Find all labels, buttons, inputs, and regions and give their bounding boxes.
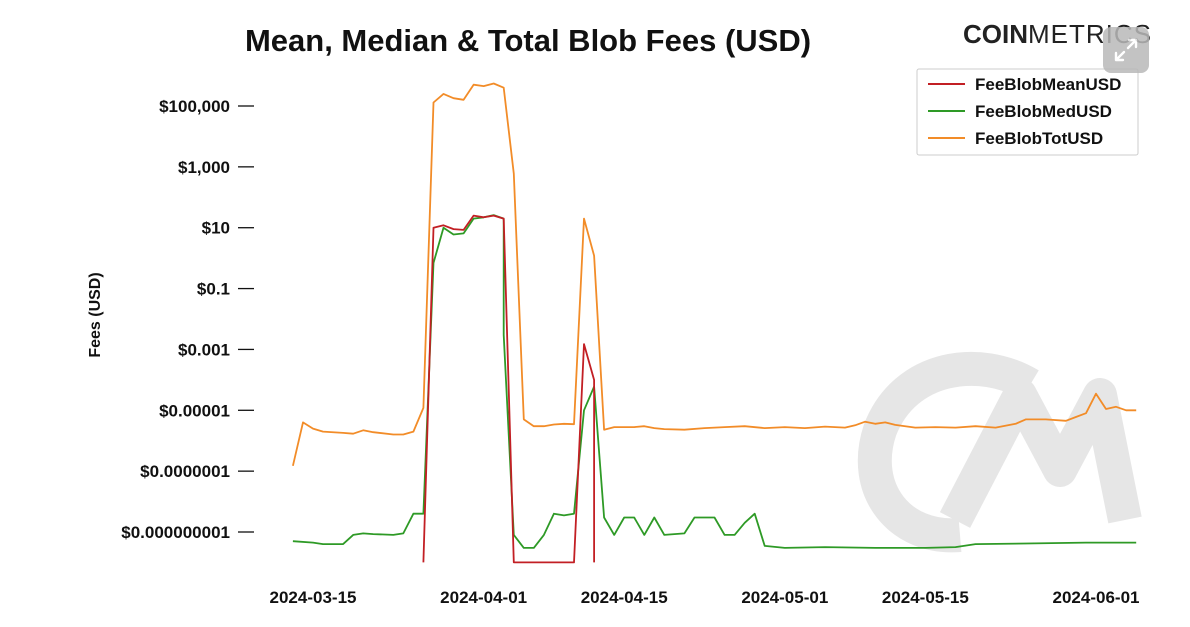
x-tick-label: 2024-04-15 bbox=[581, 588, 668, 607]
y-tick-label: $10 bbox=[202, 219, 230, 238]
legend-label-mean: FeeBlobMeanUSD bbox=[975, 75, 1121, 94]
legend-label-median: FeeBlobMedUSD bbox=[975, 102, 1112, 121]
y-tick-label: $1,000 bbox=[178, 158, 230, 177]
legend: FeeBlobMeanUSD FeeBlobMedUSD FeeBlobTotU… bbox=[916, 68, 1139, 156]
x-tick-label: 2024-05-01 bbox=[741, 588, 828, 607]
cm-watermark-logo bbox=[857, 351, 1142, 553]
y-axis: $100,000 $1,000 $10 $0.1 $0.001 $0.00001 $0.00… bbox=[121, 97, 254, 542]
logo-text-bold: COIN bbox=[963, 19, 1028, 49]
legend-label-total: FeeBlobTotUSD bbox=[975, 129, 1103, 148]
y-tick-label: $0.1 bbox=[197, 280, 230, 299]
x-tick-label: 2024-05-15 bbox=[882, 588, 969, 607]
plot-area bbox=[292, 82, 1137, 564]
chart-title: Mean, Median & Total Blob Fees (USD) bbox=[245, 23, 811, 58]
x-tick-label: 2024-04-01 bbox=[440, 588, 527, 607]
series-line-FeeBlobMeanUSD bbox=[422, 214, 595, 564]
expand-button[interactable] bbox=[1103, 27, 1149, 73]
x-tick-label: 2024-03-15 bbox=[270, 588, 357, 607]
y-tick-label: $0.00001 bbox=[159, 401, 230, 420]
expand-arrows-icon bbox=[1114, 38, 1138, 62]
y-tick-label: $0.001 bbox=[178, 340, 230, 359]
series-line-FeeBlobTotUSD bbox=[292, 82, 1137, 467]
y-axis-label: Fees (USD) bbox=[87, 272, 104, 357]
y-tick-label: $0.0000001 bbox=[140, 462, 230, 481]
x-tick-label: 2024-06-01 bbox=[1053, 588, 1140, 607]
y-tick-label: $0.000000001 bbox=[121, 523, 230, 542]
y-tick-label: $100,000 bbox=[159, 97, 230, 116]
x-axis: 2024-03-15 2024-04-01 2024-04-15 2024-05-01… bbox=[270, 588, 1140, 607]
legend-box bbox=[916, 68, 1139, 156]
series-line-FeeBlobMedUSD bbox=[292, 214, 1137, 549]
